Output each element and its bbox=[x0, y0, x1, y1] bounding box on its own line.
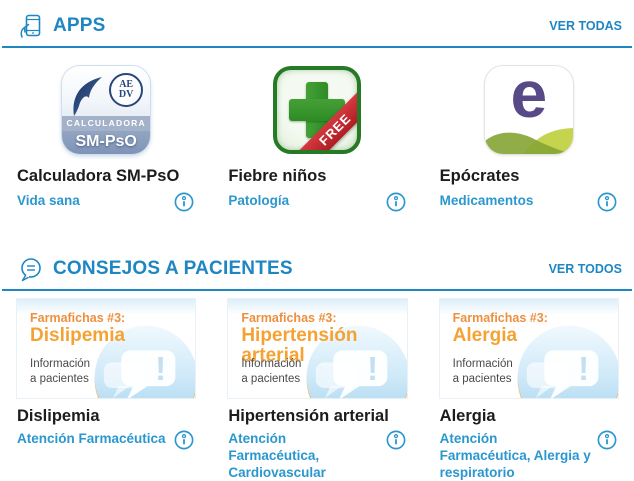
farmaficha-thumbnail[interactable]: ! Farmafichas #3: Alergia Información a … bbox=[439, 299, 618, 398]
app-card-calculadora[interactable]: AE DV CALCULADORA SM-PsO Calculadora SM-… bbox=[0, 48, 211, 213]
app-meta-row: Medicamentos bbox=[440, 192, 618, 213]
farmaficha-caption: Información a pacientes bbox=[452, 358, 513, 385]
aedv-swoosh-logo bbox=[73, 77, 103, 116]
exclamation-mark: ! bbox=[367, 350, 378, 387]
consejo-title[interactable]: Alergia bbox=[439, 407, 496, 425]
fiebre-ninos-app-icon[interactable]: FREE bbox=[273, 66, 362, 154]
consejo-card-alergia[interactable]: ! Farmafichas #3: Alergia Información a … bbox=[423, 291, 634, 481]
epocrates-app-icon[interactable]: e bbox=[484, 66, 573, 154]
apps-see-all-link[interactable]: VER TODAS bbox=[549, 19, 622, 33]
consejos-section-header: CONSEJOS A PACIENTES VER TODOS bbox=[2, 243, 632, 291]
exclamation-mark: ! bbox=[155, 350, 166, 387]
consejos-see-all-link[interactable]: VER TODOS bbox=[548, 262, 622, 276]
aedv-seal: AE DV bbox=[109, 73, 144, 107]
farmaficha-thumbnail[interactable]: ! Farmafichas #3: Dislipemia Información… bbox=[17, 299, 196, 398]
consejo-category-link[interactable]: Atención Farmacéutica, Alergia y respira… bbox=[439, 431, 591, 480]
patient-info-bubble-graphic: ! bbox=[95, 325, 196, 398]
consejos-section-title: CONSEJOS A PACIENTES bbox=[53, 258, 293, 279]
apps-section-header: APPS VER TODAS bbox=[2, 0, 632, 48]
consejo-title[interactable]: Dislipemia bbox=[17, 407, 100, 425]
consejos-grid: ! Farmafichas #3: Dislipemia Información… bbox=[0, 291, 634, 481]
app-meta-row: Vida sana bbox=[17, 192, 195, 213]
consejo-meta-row: Atención Farmacéutica bbox=[17, 430, 195, 451]
farmaficha-topic-label: Hipertensión arterial bbox=[241, 325, 358, 366]
patient-info-bubble-graphic: ! bbox=[306, 325, 407, 398]
consejo-category-link[interactable]: Atención Farmacéutica, Cardiovascular bbox=[228, 431, 326, 480]
consejo-card-dislipemia[interactable]: ! Farmafichas #3: Dislipemia Información… bbox=[0, 291, 211, 481]
app-category-link[interactable]: Patología bbox=[228, 193, 290, 208]
app-title[interactable]: Fiebre niños bbox=[228, 167, 327, 185]
consejo-title[interactable]: Hipertensión arterial bbox=[228, 407, 389, 425]
farmaficha-series-label: Farmafichas #3: bbox=[452, 311, 548, 325]
app-meta-row: Patología bbox=[228, 192, 406, 213]
consejo-meta-row: Atención Farmacéutica, Alergia y respira… bbox=[440, 430, 618, 481]
icon-label-calculadora: CALCULADORA bbox=[62, 116, 151, 131]
calculadora-sm-pso-app-icon[interactable]: AE DV CALCULADORA SM-PsO bbox=[62, 66, 151, 154]
consejo-category-link[interactable]: Atención Farmacéutica bbox=[17, 431, 166, 446]
consejo-card-hipertension[interactable]: ! Farmafichas #3: Hipertensión arterial … bbox=[211, 291, 422, 481]
app-category-link[interactable]: Vida sana bbox=[17, 193, 80, 208]
consejos-section: CONSEJOS A PACIENTES VER TODOS ! Farm bbox=[0, 243, 634, 481]
app-title[interactable]: Calculadora SM-PsO bbox=[17, 167, 180, 185]
info-icon[interactable] bbox=[596, 191, 618, 213]
farmaficha-series-label: Farmafichas #3: bbox=[30, 311, 126, 325]
info-icon[interactable] bbox=[173, 191, 195, 213]
farmaficha-caption: Información a pacientes bbox=[30, 358, 91, 385]
speech-bubble-icon bbox=[21, 258, 41, 282]
seal-text-top: AE bbox=[119, 79, 134, 90]
apps-section: APPS VER TODAS AE DV CALCULADORA SM-PsO … bbox=[0, 0, 634, 213]
epocrates-hills-graphic bbox=[484, 128, 573, 154]
green-cross-icon bbox=[289, 99, 346, 121]
epocrates-e-letter: e bbox=[510, 66, 548, 131]
consejo-meta-row: Atención Farmacéutica, Cardiovascular bbox=[228, 430, 406, 481]
info-icon[interactable] bbox=[385, 191, 407, 213]
mobile-apps-icon bbox=[20, 14, 41, 38]
patient-info-bubble-graphic: ! bbox=[517, 325, 618, 398]
farmaficha-topic-label: Alergia bbox=[452, 325, 518, 346]
info-icon[interactable] bbox=[596, 429, 618, 451]
app-card-fiebre-ninos[interactable]: FREE Fiebre niños Patología bbox=[211, 48, 422, 213]
app-category-link[interactable]: Medicamentos bbox=[439, 193, 534, 208]
farmaficha-series-label: Farmafichas #3: bbox=[241, 311, 337, 325]
apps-section-title: APPS bbox=[53, 15, 106, 36]
icon-label-smpso: SM-PsO bbox=[62, 131, 151, 154]
seal-text-bottom: DV bbox=[118, 89, 134, 100]
exclamation-mark: ! bbox=[578, 350, 589, 387]
app-title[interactable]: Epócrates bbox=[439, 167, 520, 185]
info-icon[interactable] bbox=[173, 429, 195, 451]
farmaficha-topic-label: Dislipemia bbox=[30, 325, 126, 346]
apps-grid: AE DV CALCULADORA SM-PsO Calculadora SM-… bbox=[0, 48, 634, 213]
farmaficha-thumbnail[interactable]: ! Farmafichas #3: Hipertensión arterial … bbox=[228, 299, 407, 398]
info-icon[interactable] bbox=[385, 429, 407, 451]
farmaficha-caption: Información a pacientes bbox=[241, 358, 302, 385]
app-card-epocrates[interactable]: e Epócrates Medicamentos bbox=[423, 48, 634, 213]
